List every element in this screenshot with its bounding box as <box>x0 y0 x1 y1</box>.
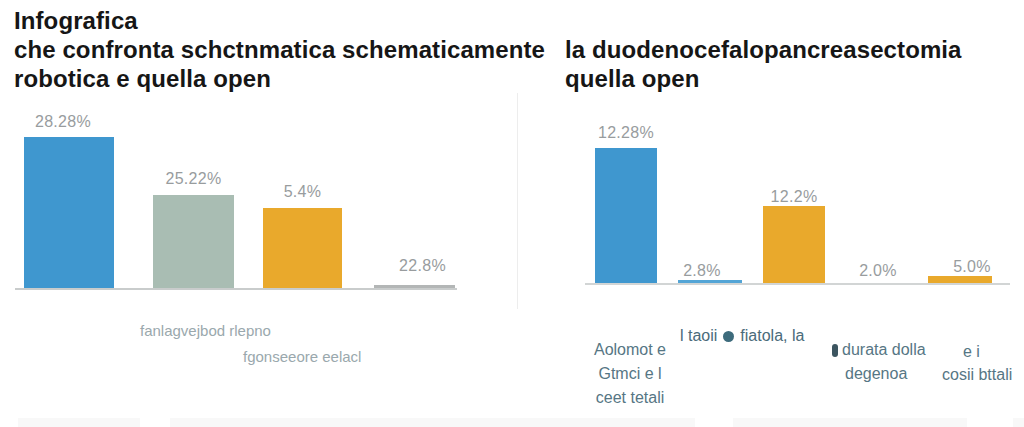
right-legend-block-c: durata dolla <box>832 341 926 359</box>
title-line: quella open <box>565 64 962 93</box>
bar <box>263 208 342 288</box>
right-legend-block-a: Aolomot e Gtmci e l ceet tetali <box>578 338 682 410</box>
bar <box>763 206 825 283</box>
vertical-divider <box>517 93 518 309</box>
legend-label: fiatola, la <box>740 327 804 345</box>
right-legend-block-b: l taoii fiatola, la <box>680 327 804 345</box>
left-axis-note-line1: fanlagvejbod rlepno <box>140 322 271 339</box>
bar-value-label: 25.22% <box>165 170 221 188</box>
legend-label: Gtmci e l <box>578 362 682 386</box>
bar <box>928 276 992 283</box>
bar-value-label: 22.8% <box>399 257 446 275</box>
cropped-bottom-strip <box>170 418 695 427</box>
bar-value-label: 2.8% <box>683 262 721 280</box>
bar-value-label: 5.4% <box>284 183 322 201</box>
duration-marker-icon <box>832 344 838 357</box>
cropped-bottom-strip <box>1013 418 1024 427</box>
bar-value-label: 28.28% <box>35 113 91 131</box>
legend-label: Aolomot e <box>578 338 682 362</box>
title-line: la duodenocefalopancreasectomia <box>565 35 962 64</box>
title-line: Infografica <box>14 6 545 35</box>
infographic-page: Infografica che confronta schctnmatica s… <box>0 0 1024 427</box>
bar-value-label: 2.0% <box>859 262 897 280</box>
legend-label: e i <box>963 343 980 361</box>
bar <box>153 195 234 288</box>
legend-label: cosii bttali <box>942 366 1012 384</box>
title-line: robotica e quella open <box>14 64 545 93</box>
right-chart-title: la duodenocefalopancreasectomia quella o… <box>565 35 962 93</box>
left-bar-chart: 28.28% 25.22% 5.4% 22.8% <box>15 100 457 290</box>
title-line: che confronta schctnmatica schematicamen… <box>14 35 545 64</box>
left-chart-title: Infografica che confronta schctnmatica s… <box>14 6 545 93</box>
legend-label: l taoii <box>680 327 717 345</box>
bar <box>595 148 657 283</box>
left-axis-note-line2: fgonseeore eelacl <box>243 348 361 365</box>
bar <box>24 137 114 288</box>
bar <box>678 280 742 283</box>
legend-label: durata dolla <box>842 341 926 359</box>
right-bar-chart: 12.28% 2.8% 12.2% 2.0% 5.0% <box>585 100 1010 285</box>
legend-bullet-icon <box>723 331 734 342</box>
legend-label: degenoa <box>845 365 907 383</box>
cropped-bottom-strip <box>733 418 967 427</box>
bar <box>374 285 455 288</box>
bar-value-label: 5.0% <box>953 258 991 276</box>
bar-value-label: 12.2% <box>771 188 818 206</box>
legend-label: ceet tetali <box>578 386 682 410</box>
bar-value-label: 12.28% <box>598 124 654 142</box>
cropped-bottom-strip <box>18 418 140 427</box>
